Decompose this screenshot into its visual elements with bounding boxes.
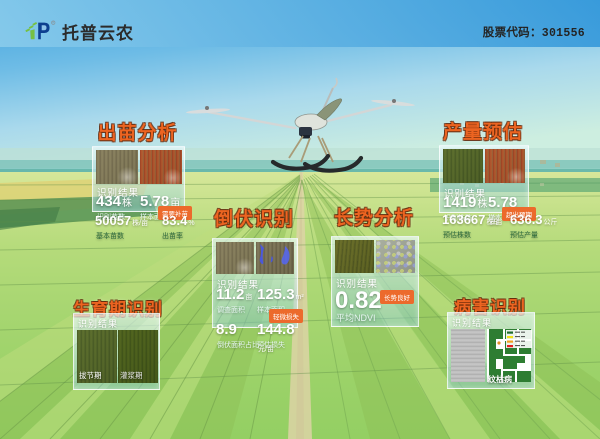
svg-text:R: R xyxy=(52,22,54,25)
